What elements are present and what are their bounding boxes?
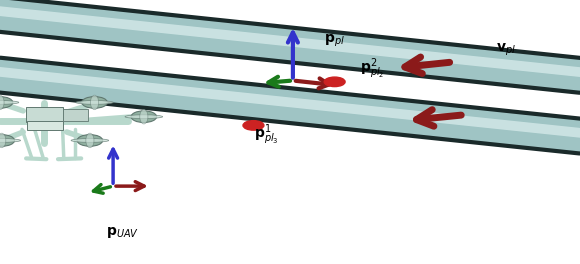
FancyBboxPatch shape bbox=[26, 107, 63, 122]
Ellipse shape bbox=[86, 133, 94, 148]
Text: $\mathbf{p}_{pl}$: $\mathbf{p}_{pl}$ bbox=[324, 33, 345, 49]
Ellipse shape bbox=[0, 101, 19, 104]
Circle shape bbox=[82, 97, 107, 108]
Ellipse shape bbox=[0, 133, 6, 148]
Text: $\mathbf{p}_{pl_3}^{1}$: $\mathbf{p}_{pl_3}^{1}$ bbox=[254, 122, 279, 147]
Ellipse shape bbox=[140, 109, 148, 124]
Ellipse shape bbox=[125, 115, 162, 119]
Text: $\mathbf{v}_{pl}$: $\mathbf{v}_{pl}$ bbox=[496, 42, 516, 58]
Text: $\mathbf{p}_{UAV}$: $\mathbf{p}_{UAV}$ bbox=[106, 225, 139, 240]
FancyBboxPatch shape bbox=[27, 121, 63, 130]
Ellipse shape bbox=[0, 95, 4, 110]
Ellipse shape bbox=[0, 139, 21, 142]
Circle shape bbox=[131, 111, 157, 122]
Circle shape bbox=[0, 135, 14, 146]
Circle shape bbox=[77, 135, 103, 146]
Circle shape bbox=[243, 121, 264, 130]
Text: $\mathbf{p}_{pl_2}^{2}$: $\mathbf{p}_{pl_2}^{2}$ bbox=[360, 56, 384, 81]
Circle shape bbox=[0, 97, 13, 108]
FancyBboxPatch shape bbox=[63, 109, 88, 121]
Ellipse shape bbox=[75, 101, 114, 104]
Circle shape bbox=[324, 77, 345, 87]
Ellipse shape bbox=[90, 95, 99, 110]
Ellipse shape bbox=[71, 139, 109, 142]
